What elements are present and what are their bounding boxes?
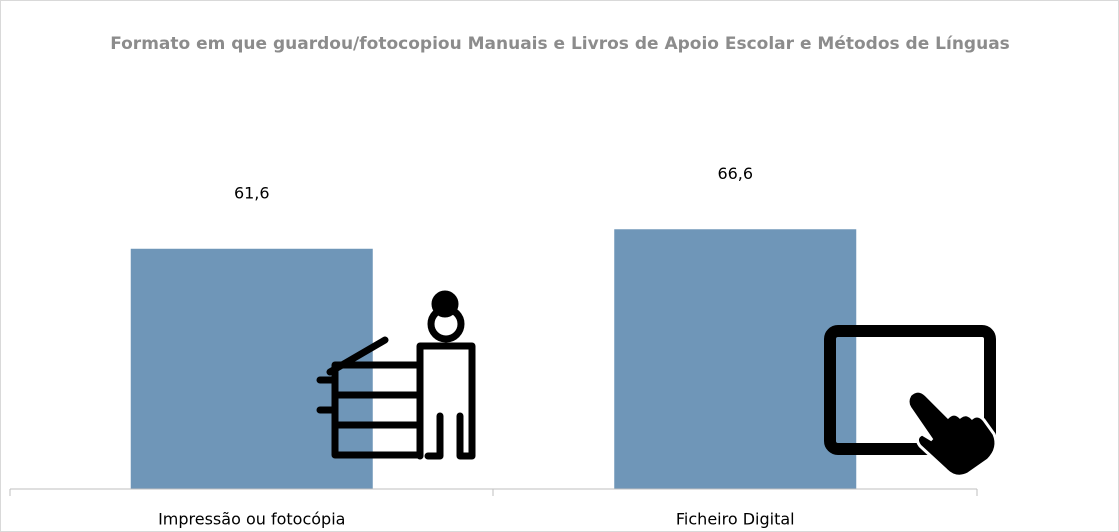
- bar: [614, 229, 857, 489]
- plot-area: [130, 229, 857, 489]
- chart-title: Formato em que guardou/fotocopiou Manuai…: [110, 34, 1010, 54]
- tablet-icon: [824, 325, 998, 478]
- x-tick-label: Ficheiro Digital: [676, 510, 795, 529]
- value-label: 61,6: [234, 183, 270, 202]
- x-tick-label: Impressão ou fotocópia: [158, 510, 345, 529]
- value-label: 66,6: [717, 164, 753, 183]
- photocopy-icon: [316, 290, 476, 460]
